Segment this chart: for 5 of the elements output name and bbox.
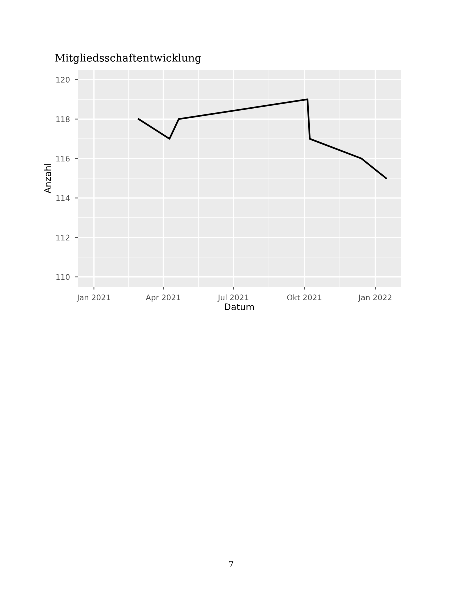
x-axis-title: Datum [225,304,254,310]
chart-title: Mitgliedsschaftentwicklung [56,54,202,64]
line-series [138,98,388,180]
y-axis-title: Anzahl [44,164,52,194]
text: 7 [230,561,234,568]
